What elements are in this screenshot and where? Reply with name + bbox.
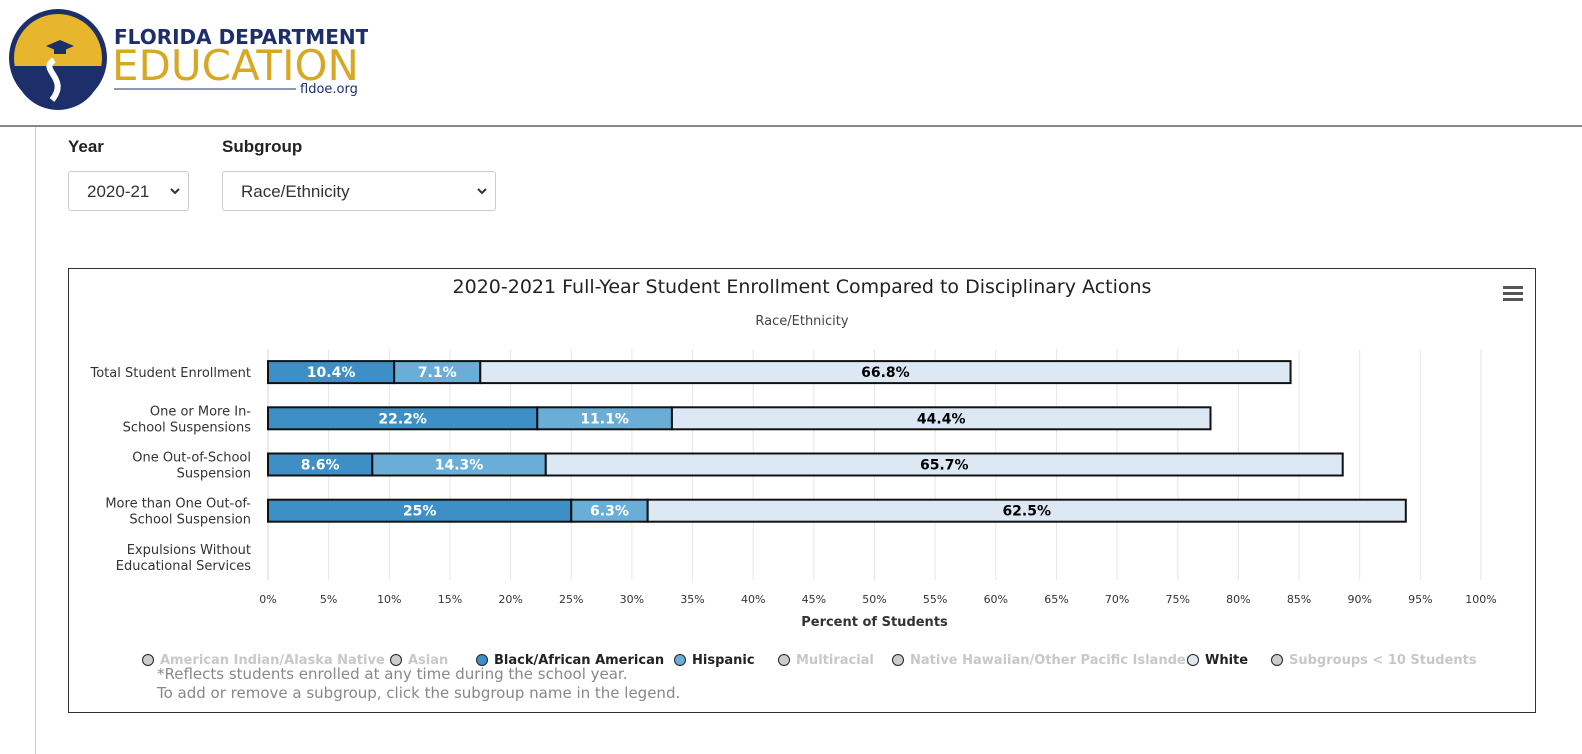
legend-item[interactable]: Subgroups < 10 Students xyxy=(1271,653,1477,668)
chevron-down-icon xyxy=(170,188,180,195)
legend-item[interactable]: Black/African American xyxy=(476,653,664,668)
legend-label: Multiracial xyxy=(796,653,874,668)
data-label: 44.4% xyxy=(917,411,966,427)
year-label: Year xyxy=(68,137,104,156)
x-tick-label: 20% xyxy=(498,593,522,606)
data-label: 22.2% xyxy=(378,411,427,427)
category-label: More than One Out-of- xyxy=(105,497,251,512)
x-tick-label: 50% xyxy=(862,593,886,606)
x-tick-label: 15% xyxy=(438,593,462,606)
chart-note-2: To add or remove a subgroup, click the s… xyxy=(157,684,681,702)
data-label: 25% xyxy=(403,504,437,520)
x-tick-label: 70% xyxy=(1105,593,1129,606)
legend-swatch xyxy=(892,654,904,666)
data-label: 14.3% xyxy=(435,458,484,474)
data-label: 8.6% xyxy=(301,458,340,474)
chart-note-1: *Reflects students enrolled at any time … xyxy=(157,665,628,683)
legend-swatch xyxy=(674,654,686,666)
logo-line1: Florida Department of xyxy=(114,25,368,49)
data-label: 7.1% xyxy=(418,365,457,381)
logo-line2: EDUCATION xyxy=(112,41,359,90)
site-header: Florida Department of EDUCATION fldoe.or… xyxy=(0,0,1582,127)
x-tick-label: 65% xyxy=(1044,593,1068,606)
legend-label: Asian xyxy=(408,653,449,668)
x-tick-label: 90% xyxy=(1347,593,1371,606)
data-label: 62.5% xyxy=(1002,504,1051,520)
chevron-down-icon xyxy=(477,188,487,195)
legend-label: American Indian/Alaska Native xyxy=(160,653,385,668)
x-tick-label: 30% xyxy=(620,593,644,606)
legend-label: White xyxy=(1205,653,1249,668)
x-tick-label: 80% xyxy=(1226,593,1250,606)
chart-menu-icon[interactable] xyxy=(1502,284,1524,302)
legend-swatch xyxy=(390,654,402,666)
category-label: Expulsions Without xyxy=(127,543,251,558)
logo-url: fldoe.org xyxy=(300,82,358,97)
x-tick-label: 100% xyxy=(1465,593,1496,606)
legend-swatch xyxy=(476,654,488,666)
x-tick-label: 25% xyxy=(559,593,583,606)
bar-segment xyxy=(479,360,1292,385)
x-tick-label: 0% xyxy=(259,593,276,606)
category-label: School Suspension xyxy=(129,513,251,528)
data-label: 11.1% xyxy=(580,411,629,427)
category-label: One Out-of-School xyxy=(132,451,251,466)
data-label: 66.8% xyxy=(861,365,910,381)
category-label: Suspension xyxy=(177,467,251,482)
x-tick-label: 10% xyxy=(377,593,401,606)
legend-swatch xyxy=(1187,654,1199,666)
legend-item[interactable]: Asian xyxy=(390,653,448,668)
legend-item[interactable]: White xyxy=(1187,653,1248,668)
x-tick-label: 95% xyxy=(1408,593,1432,606)
legend-label: Subgroups < 10 Students xyxy=(1289,653,1477,668)
x-tick-label: 55% xyxy=(923,593,947,606)
bar-segment xyxy=(544,452,1344,477)
legend-item[interactable]: Native Hawaiian/Other Pacific Islander xyxy=(892,653,1192,668)
chart-subtitle: Race/Ethnicity xyxy=(755,314,849,329)
data-label: 65.7% xyxy=(920,458,969,474)
category-label: Educational Services xyxy=(116,559,251,574)
x-tick-label: 85% xyxy=(1287,593,1311,606)
left-rule xyxy=(35,127,36,754)
legend-label: Native Hawaiian/Other Pacific Islander xyxy=(910,653,1193,668)
x-axis-label: Percent of Students xyxy=(801,615,948,630)
x-tick-label: 5% xyxy=(320,593,337,606)
year-select[interactable]: 2020-21 xyxy=(68,171,189,211)
subgroup-select[interactable]: Race/Ethnicity xyxy=(222,171,496,211)
x-tick-label: 35% xyxy=(680,593,704,606)
year-select-value: 2020-21 xyxy=(87,182,150,201)
subgroup-select-value: Race/Ethnicity xyxy=(241,182,350,201)
data-label: 6.3% xyxy=(590,504,629,520)
legend-item[interactable]: Hispanic xyxy=(674,653,755,668)
x-tick-label: 40% xyxy=(741,593,765,606)
data-label: 10.4% xyxy=(307,365,356,381)
category-label: School Suspensions xyxy=(123,420,252,435)
legend-label: Hispanic xyxy=(692,653,755,668)
legend-item[interactable]: Multiracial xyxy=(778,653,874,668)
chart-title: 2020-2021 Full-Year Student Enrollment C… xyxy=(452,276,1152,298)
legend-swatch xyxy=(142,654,154,666)
legend-label: Black/African American xyxy=(494,653,665,668)
legend-item[interactable]: American Indian/Alaska Native xyxy=(142,653,385,668)
x-tick-label: 75% xyxy=(1166,593,1190,606)
category-label: Total Student Enrollment xyxy=(90,366,252,381)
legend-swatch xyxy=(1271,654,1283,666)
category-label: One or More In- xyxy=(150,404,251,419)
x-tick-label: 45% xyxy=(802,593,826,606)
subgroup-label: Subgroup xyxy=(222,137,303,156)
legend-swatch xyxy=(778,654,790,666)
bar-segment xyxy=(646,498,1407,523)
x-tick-label: 60% xyxy=(984,593,1008,606)
chart-container xyxy=(68,268,1536,713)
bar-segment xyxy=(670,406,1212,431)
fldoe-logo[interactable]: Florida Department of EDUCATION fldoe.or… xyxy=(8,8,368,112)
